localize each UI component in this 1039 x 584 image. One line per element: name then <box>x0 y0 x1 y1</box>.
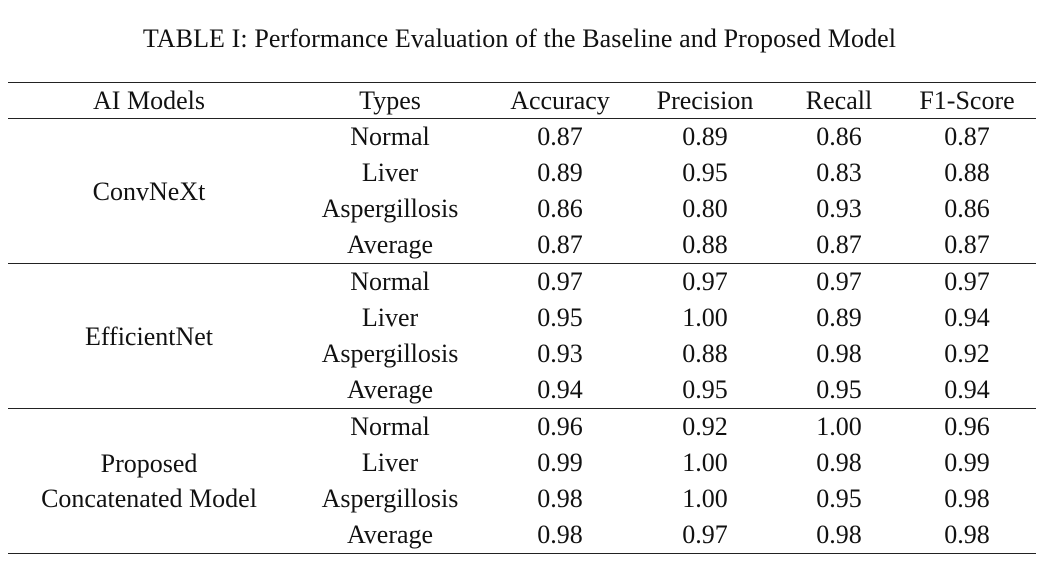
accuracy-cell: 0.98 <box>537 484 583 513</box>
table-row: Average 0.98 0.97 0.98 0.98 <box>8 517 1036 554</box>
f1-score-cell: 0.92 <box>944 339 990 368</box>
f1-score-cell: 0.87 <box>944 122 990 151</box>
table-row: Proposed Concatenated Model Normal 0.96 0.92… <box>8 409 1036 513</box>
table-row: Aspergillosis 0.93 0.88 0.98 0.92 <box>8 336 1036 372</box>
type-cell: Aspergillosis <box>321 339 459 368</box>
precision-cell: 0.80 <box>682 194 728 223</box>
table-caption: TABLE I: Performance Evaluation of the B… <box>142 24 897 53</box>
performance-table: AI Models Types Accuracy Precision Recal… <box>8 82 1036 554</box>
type-cell: Normal <box>350 412 430 441</box>
precision-cell: 0.97 <box>682 520 728 549</box>
precision-cell: 1.00 <box>682 303 728 332</box>
model-name-cell: Proposed Concatenated Model <box>8 409 290 554</box>
model-name-line: Concatenated Model <box>41 484 257 513</box>
model-name-line: Proposed <box>100 449 198 478</box>
type-cell: Normal <box>350 122 430 151</box>
f1-score-cell: 0.98 <box>944 484 990 513</box>
model-group: EfficientNet Normal 0.97 0.97 0.97 0.97 Liver 0… <box>8 264 1036 409</box>
header-types: Types <box>359 86 421 115</box>
recall-cell: 0.93 <box>816 194 862 223</box>
type-cell: Average <box>346 375 434 404</box>
recall-cell: 1.00 <box>816 412 862 441</box>
recall-cell: 0.95 <box>816 484 862 513</box>
f1-score-cell: 0.97 <box>944 267 990 296</box>
header-ai-models: AI Models <box>93 86 205 115</box>
table-row: Average 0.94 0.95 0.95 0.94 <box>8 372 1036 409</box>
table-row: Aspergillosis 0.98 1.00 0.95 0.98 <box>8 481 1036 517</box>
table-row: Liver 0.99 1.00 0.98 0.99 <box>8 445 1036 481</box>
recall-cell: 0.95 <box>816 375 862 404</box>
table-row: ConvNeXt Normal 0.87 0.89 0.86 0.87 <box>8 119 1036 206</box>
recall-cell: 0.98 <box>816 339 862 368</box>
f1-score-cell: 0.96 <box>944 412 990 441</box>
recall-cell: 0.97 <box>816 267 862 296</box>
precision-cell: 0.95 <box>682 375 728 404</box>
table-header: AI Models Types Accuracy Precision Recal… <box>8 82 1036 119</box>
model-name-cell: ConvNeXt <box>8 119 290 264</box>
accuracy-cell: 0.96 <box>537 412 583 441</box>
accuracy-cell: 0.87 <box>537 122 583 151</box>
f1-score-cell: 0.94 <box>944 303 990 332</box>
precision-cell: 0.88 <box>682 230 728 259</box>
table-row: Liver 0.89 0.95 0.83 0.88 <box>8 155 1036 191</box>
header-row: AI Models Types Accuracy Precision Recal… <box>8 82 1036 119</box>
recall-cell: 0.87 <box>816 230 862 259</box>
type-cell: Normal <box>350 267 430 296</box>
type-cell: Average <box>346 230 434 259</box>
f1-score-cell: 0.94 <box>944 375 990 404</box>
type-cell: Aspergillosis <box>321 194 459 223</box>
table-row: Aspergillosis 0.86 0.80 0.93 0.86 <box>8 191 1036 227</box>
model-name-line: EfficientNet <box>84 321 214 351</box>
model-group: Proposed Concatenated Model Normal 0.96 0.92… <box>8 409 1036 554</box>
accuracy-cell: 0.87 <box>537 230 583 259</box>
header-accuracy: Accuracy <box>510 86 610 115</box>
precision-cell: 0.97 <box>682 267 728 296</box>
accuracy-cell: 0.97 <box>537 267 583 296</box>
accuracy-cell: 0.95 <box>537 303 583 332</box>
f1-score-cell: 0.87 <box>944 230 990 259</box>
f1-score-cell: 0.88 <box>944 158 990 187</box>
header-f1-score: F1-Score <box>919 86 1015 115</box>
accuracy-cell: 0.86 <box>537 194 583 223</box>
f1-score-cell: 0.86 <box>944 194 990 223</box>
recall-cell: 0.83 <box>816 158 862 187</box>
precision-cell: 0.88 <box>682 339 728 368</box>
accuracy-cell: 0.93 <box>537 339 583 368</box>
recall-cell: 0.98 <box>816 520 862 549</box>
type-cell: Liver <box>361 158 419 187</box>
model-name-cell: EfficientNet <box>8 264 290 409</box>
precision-cell: 0.92 <box>682 412 728 441</box>
recall-cell: 0.98 <box>816 448 862 477</box>
precision-cell: 1.00 <box>682 448 728 477</box>
table-row: EfficientNet Normal 0.97 0.97 0.97 0.97 <box>8 264 1036 351</box>
type-cell: Liver <box>361 303 419 332</box>
header-recall: Recall <box>805 86 873 115</box>
table-row: Average 0.87 0.88 0.87 0.87 <box>8 227 1036 264</box>
header-precision: Precision <box>656 86 754 115</box>
precision-cell: 0.95 <box>682 158 728 187</box>
accuracy-cell: 0.89 <box>537 158 583 187</box>
f1-score-cell: 0.98 <box>944 520 990 549</box>
recall-cell: 0.86 <box>816 122 862 151</box>
precision-cell: 0.89 <box>682 122 728 151</box>
f1-score-cell: 0.99 <box>944 448 990 477</box>
accuracy-cell: 0.98 <box>537 520 583 549</box>
type-cell: Average <box>346 520 434 549</box>
accuracy-cell: 0.99 <box>537 448 583 477</box>
type-cell: Aspergillosis <box>321 484 459 513</box>
type-cell: Liver <box>361 448 419 477</box>
precision-cell: 1.00 <box>682 484 728 513</box>
recall-cell: 0.89 <box>816 303 862 332</box>
table-row: Liver 0.95 1.00 0.89 0.94 <box>8 300 1036 336</box>
accuracy-cell: 0.94 <box>537 375 583 404</box>
model-group: ConvNeXt Normal 0.87 0.89 0.86 0.87 Liver 0.89 0… <box>8 119 1036 264</box>
model-name-line: ConvNeXt <box>92 176 206 206</box>
